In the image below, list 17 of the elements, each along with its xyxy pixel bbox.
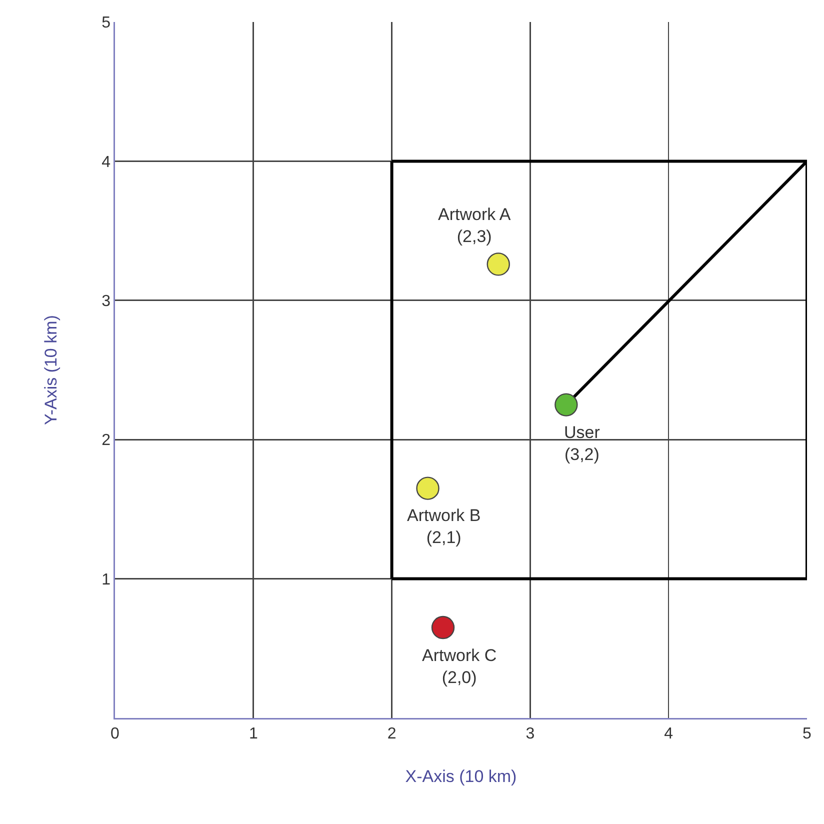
annotation: Artwork C (2,0) — [422, 646, 497, 688]
x-axis-title: X-Axis (10 km) — [405, 766, 517, 786]
x-tick-label: 0 — [110, 726, 120, 742]
y-tick-label: 1 — [102, 571, 111, 588]
x-tick-label: 1 — [248, 726, 258, 742]
y-tick-label: 4 — [102, 154, 111, 171]
x-tick-label: 2 — [387, 726, 396, 742]
x-tick-label: 5 — [802, 726, 812, 742]
annotation: Artwork A (2,3) — [438, 205, 512, 246]
annotation: User (3,2) — [564, 423, 600, 464]
y-tick-label: 2 — [102, 432, 111, 450]
y-tick-label: 3 — [102, 293, 111, 310]
y-tick-label: 5 — [102, 14, 111, 32]
x-tick-label: 4 — [664, 726, 674, 742]
annotation: Artwork B (2,1) — [407, 506, 481, 548]
x-tick-label: 3 — [526, 726, 535, 742]
y-axis-title: Y-Axis (10 km) — [41, 315, 60, 425]
